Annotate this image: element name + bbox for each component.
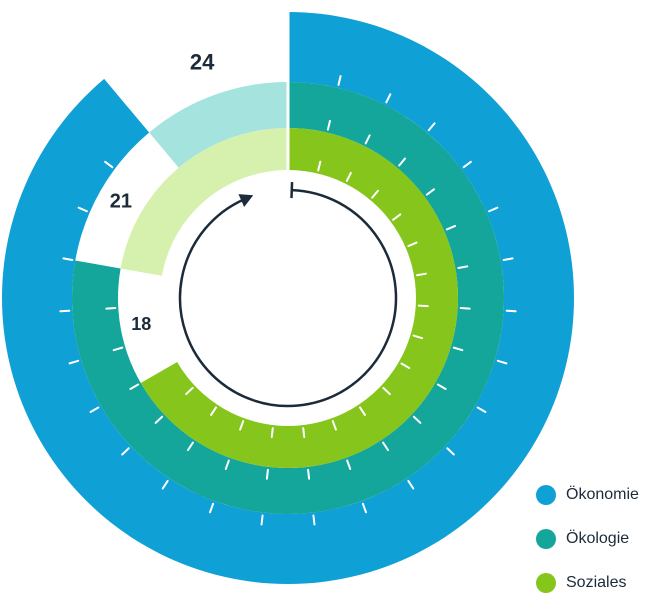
tick-mark	[445, 224, 457, 231]
tick-mark	[371, 189, 379, 199]
legend-swatch-oekologie	[536, 529, 556, 549]
value-label-okonomie: 24	[190, 50, 215, 75]
tick-mark	[502, 257, 514, 261]
tick-mark	[59, 309, 71, 313]
tick-mark	[364, 134, 371, 145]
tick-mark	[186, 441, 194, 452]
legend: Ökonomie Ökologie Soziales	[536, 484, 639, 616]
tick-mark	[459, 307, 471, 310]
arrow-start-bar	[290, 182, 294, 199]
legend-item-oekologie: Ökologie	[536, 528, 639, 550]
legend-label-soziales: Soziales	[566, 574, 627, 591]
tick-mark	[407, 241, 418, 248]
tick-mark	[427, 122, 436, 132]
tick-mark	[400, 362, 411, 369]
tick-mark	[446, 447, 455, 456]
legend-item-oekonomie: Ökonomie	[536, 484, 639, 506]
tick-mark	[62, 257, 74, 261]
legend-swatch-soziales	[536, 573, 556, 593]
tick-mark	[476, 406, 487, 413]
tick-mark	[317, 160, 322, 172]
tick-mark	[265, 468, 269, 480]
legend-label-oekonomie: Ökonomie	[566, 486, 639, 503]
tick-mark	[161, 479, 169, 490]
tick-mark	[457, 265, 469, 269]
tick-mark	[224, 459, 230, 471]
tick-mark	[385, 93, 392, 104]
tick-mark	[89, 406, 100, 413]
ring-remaining-okologie	[149, 82, 288, 168]
value-label-okologie: 21	[110, 191, 132, 213]
legend-swatch-oekonomie	[536, 485, 556, 505]
tick-mark	[312, 514, 316, 526]
tick-mark	[121, 447, 130, 456]
tick-mark	[407, 479, 415, 490]
tick-mark	[462, 160, 472, 169]
tick-mark	[104, 160, 114, 169]
tick-mark	[382, 386, 391, 396]
tick-mark	[239, 420, 245, 431]
tick-mark	[361, 502, 367, 514]
tick-mark	[307, 468, 311, 480]
tick-mark	[337, 75, 342, 86]
value-label-soziales: 18	[131, 314, 151, 334]
tick-mark	[68, 359, 80, 365]
tick-mark	[112, 346, 124, 352]
tick-mark	[326, 119, 331, 131]
direction-arrow	[178, 188, 398, 408]
tick-mark	[392, 213, 402, 221]
radial-progress-chart: 24 21 18	[1, 10, 574, 584]
tick-mark	[270, 427, 274, 439]
tick-mark	[77, 206, 88, 213]
arrow-head	[238, 194, 254, 207]
tick-mark	[345, 171, 352, 182]
tick-mark	[209, 502, 215, 514]
tick-mark	[382, 441, 390, 452]
tick-mark	[260, 514, 264, 526]
tick-mark	[129, 383, 140, 390]
tick-mark	[412, 415, 422, 424]
tick-mark	[452, 346, 464, 352]
tick-mark	[358, 406, 366, 416]
tick-mark	[210, 406, 218, 416]
tick-mark	[412, 334, 424, 340]
tick-mark	[398, 157, 406, 167]
tick-mark	[346, 459, 352, 471]
tick-mark	[185, 386, 194, 396]
tick-mark	[496, 359, 508, 365]
tick-mark	[302, 427, 306, 439]
legend-label-oekologie: Ökologie	[566, 530, 630, 547]
tick-mark	[105, 307, 117, 310]
tick-mark	[436, 383, 447, 390]
tick-mark	[505, 309, 517, 313]
legend-item-soziales: Soziales	[536, 572, 639, 594]
tick-mark	[425, 188, 435, 196]
tick-mark	[488, 206, 499, 213]
ring-remaining-soziales	[120, 128, 289, 276]
tick-mark	[331, 420, 337, 431]
tick-mark	[154, 415, 164, 424]
tick-mark	[417, 304, 429, 308]
tick-mark	[416, 272, 427, 277]
